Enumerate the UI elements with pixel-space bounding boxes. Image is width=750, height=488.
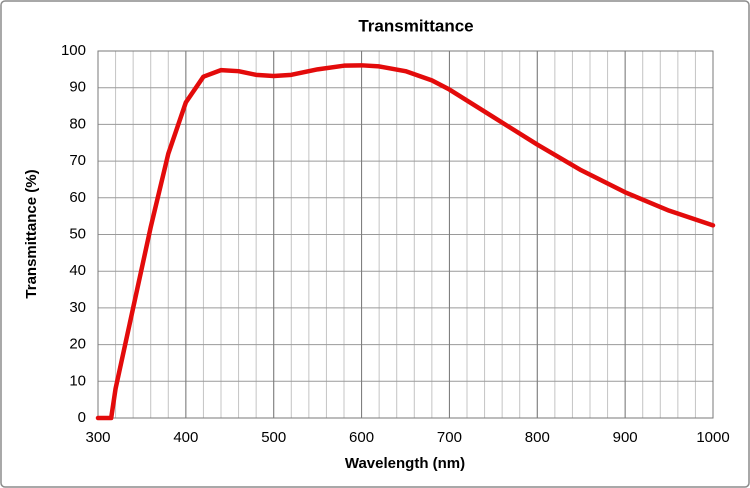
y-tick-label: 20 xyxy=(69,336,86,353)
y-tick-label: 40 xyxy=(69,262,86,279)
y-tick-label: 0 xyxy=(78,409,86,426)
x-tick-label: 900 xyxy=(613,429,638,446)
x-tick-label: 800 xyxy=(525,429,550,446)
x-tick-label: 600 xyxy=(349,429,374,446)
x-tick-label: 1000 xyxy=(696,429,729,446)
y-tick-label: 80 xyxy=(69,115,86,132)
y-tick-label: 50 xyxy=(69,225,86,242)
y-tick-label: 100 xyxy=(61,42,86,59)
data-line xyxy=(95,63,716,421)
chart-title: Transmittance xyxy=(358,16,473,35)
plot-frame xyxy=(97,50,714,419)
x-tick-label: 700 xyxy=(437,429,462,446)
y-tick-label: 30 xyxy=(69,299,86,316)
y-tick-label: 10 xyxy=(69,372,86,389)
y-tick-label: 90 xyxy=(69,79,86,96)
y-axis-title: Transmittance (%) xyxy=(23,169,40,298)
y-tick-label: 60 xyxy=(69,189,86,206)
x-tick-label: 400 xyxy=(173,429,198,446)
x-tick-label: 300 xyxy=(85,429,110,446)
y-tick-label: 70 xyxy=(69,152,86,169)
x-tick-label: 500 xyxy=(261,429,286,446)
x-axis-title: Wavelength (nm) xyxy=(345,455,465,472)
